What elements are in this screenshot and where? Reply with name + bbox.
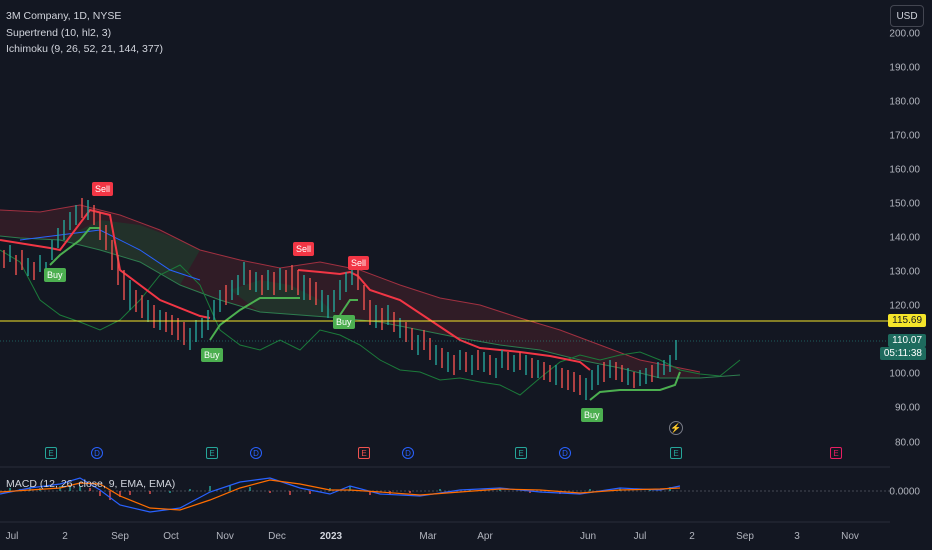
time-tick: 2023 (319, 531, 343, 542)
time-tick: 2 (62, 531, 68, 542)
currency-button[interactable]: USD (890, 5, 924, 27)
price-tick: 90.00 (894, 402, 920, 414)
earnings-event-icon[interactable]: E (830, 447, 842, 459)
ichimoku-cloud-green (60, 220, 200, 285)
price-tick: 150.00 (889, 198, 920, 210)
bar-countdown-label: 05:11:38 (879, 347, 926, 360)
sell-signal[interactable]: Sell (92, 182, 114, 196)
price-tick: 160.00 (889, 164, 920, 176)
symbol-legend[interactable]: 3M Company, 1D, NYSE (6, 10, 122, 22)
time-tick: Jun (579, 531, 597, 542)
sell-signal[interactable]: Sell (293, 242, 315, 256)
time-tick: Dec (268, 531, 286, 542)
sell-signal[interactable]: Sell (348, 256, 370, 270)
buy-signal[interactable]: Buy (333, 315, 355, 329)
earnings-event-icon[interactable]: E (45, 447, 57, 459)
time-tick: 3 (794, 531, 800, 542)
macd-legend[interactable]: MACD (12, 26, close, 9, EMA, EMA) (6, 478, 176, 490)
time-tick: Apr (477, 531, 493, 542)
buy-signal[interactable]: Buy (201, 348, 223, 362)
time-tick: Nov (841, 531, 859, 542)
dividend-event-icon[interactable]: D (250, 447, 262, 459)
price-tick: 170.00 (889, 130, 920, 142)
last-price-label: 110.07 (888, 334, 926, 347)
price-tick: 190.00 (889, 62, 920, 74)
earnings-event-icon[interactable]: E (515, 447, 527, 459)
price-tick: 100.00 (889, 368, 920, 380)
buy-signal[interactable]: Buy (581, 408, 603, 422)
macd-zero-tick: 0.0000 (889, 486, 920, 498)
supertrend-legend[interactable]: Supertrend (10, hl2, 3) (6, 27, 112, 39)
dividend-event-icon[interactable]: D (402, 447, 414, 459)
price-tick: 120.00 (889, 300, 920, 312)
time-tick: Nov (216, 531, 234, 542)
macd-line (0, 477, 681, 513)
time-tick: Sep (736, 531, 754, 542)
ichimoku-legend[interactable]: Ichimoku (9, 26, 52, 21, 144, 377) (6, 43, 164, 55)
price-tick: 130.00 (889, 266, 920, 278)
dividend-event-icon[interactable]: D (91, 447, 103, 459)
dividend-event-icon[interactable]: D (559, 447, 571, 459)
time-tick: Sep (111, 531, 129, 542)
price-tick: 80.00 (894, 437, 920, 449)
supertrend-up (49, 227, 100, 266)
buy-signal[interactable]: Buy (44, 268, 66, 282)
level-price-label: 115.69 (888, 314, 926, 327)
lightning-icon[interactable]: ⚡ (669, 421, 683, 435)
time-tick: 2 (689, 531, 695, 542)
price-tick: 180.00 (889, 96, 920, 108)
earnings-event-icon[interactable]: E (670, 447, 682, 459)
earnings-event-icon[interactable]: E (358, 447, 370, 459)
time-tick: Jul (633, 531, 647, 542)
time-tick: Mar (419, 531, 437, 542)
earnings-event-icon[interactable]: E (206, 447, 218, 459)
supertrend-down (0, 208, 211, 319)
price-tick: 140.00 (889, 232, 920, 244)
macd-signal-line (0, 479, 681, 511)
time-tick: Oct (163, 531, 179, 542)
time-tick: Jul (5, 531, 19, 542)
price-tick: 200.00 (889, 28, 920, 40)
